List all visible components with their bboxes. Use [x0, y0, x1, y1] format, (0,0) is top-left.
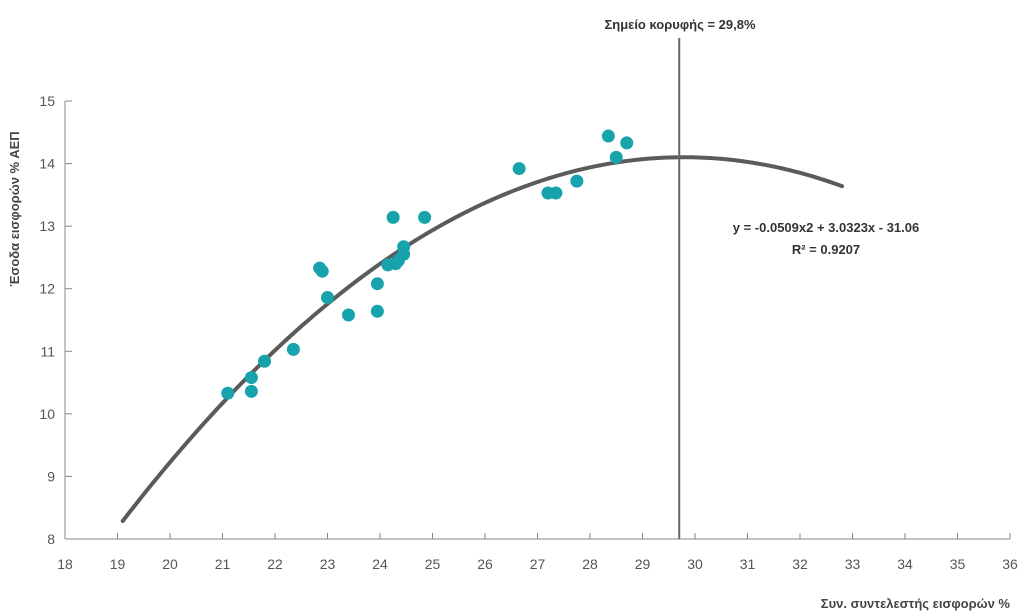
x-tick-label: 24 — [372, 556, 388, 572]
data-point — [321, 290, 334, 304]
y-tick-label: 13 — [39, 218, 55, 234]
data-point — [386, 210, 400, 224]
y-tick-label: 10 — [39, 406, 55, 422]
x-tick-label: 30 — [687, 556, 703, 572]
peak-label: Σημείο κορυφής = 29,8% — [604, 17, 756, 32]
data-point — [244, 384, 258, 398]
x-tick-label: 32 — [792, 556, 808, 572]
data-point — [370, 304, 384, 318]
data-point — [286, 342, 300, 356]
data-points — [221, 129, 634, 400]
data-point — [258, 354, 271, 368]
data-point — [512, 162, 526, 176]
data-point — [418, 210, 432, 224]
y-ticks: 8 9 10 11 12 13 14 15 — [39, 93, 72, 547]
data-point — [601, 129, 615, 143]
data-point — [370, 277, 384, 291]
x-tick-label: 19 — [110, 556, 126, 572]
data-point — [549, 186, 563, 200]
x-tick-label: 23 — [320, 556, 336, 572]
equation-label: y = -0.0509x2 + 3.0323x - 31.06 — [733, 220, 920, 235]
r-squared-label: R² = 0.9207 — [792, 242, 860, 257]
y-tick-label: 12 — [39, 281, 55, 297]
data-point — [570, 174, 584, 188]
trendline — [120, 155, 844, 523]
x-tick-label: 27 — [530, 556, 546, 572]
data-point — [315, 264, 329, 278]
y-tick-label: 8 — [47, 531, 55, 547]
x-tick-label: 36 — [1002, 556, 1018, 572]
x-tick-label: 21 — [215, 556, 231, 572]
data-point — [609, 150, 623, 164]
axes — [64, 101, 1010, 540]
data-point — [244, 371, 258, 385]
x-axis-title: Συν. συντελεστής εισφορών % — [821, 596, 1011, 611]
x-tick-label: 35 — [950, 556, 966, 572]
x-tick-label: 34 — [897, 556, 913, 572]
x-tick-label: 26 — [477, 556, 493, 572]
y-tick-label: 9 — [47, 468, 55, 484]
data-point — [620, 136, 634, 150]
x-tick-label: 20 — [162, 556, 178, 572]
y-tick-label: 14 — [39, 156, 55, 172]
y-tick-label: 15 — [39, 93, 55, 109]
data-point — [397, 240, 411, 254]
x-tick-label: 18 — [57, 556, 73, 572]
x-tick-label: 28 — [582, 556, 598, 572]
x-ticks: 18 19 20 21 22 23 24 25 26 27 28 29 30 31 32 33 34 35 36 — [57, 533, 1018, 572]
y-tick-label: 11 — [40, 343, 55, 359]
x-tick-label: 29 — [635, 556, 651, 572]
data-point — [342, 308, 355, 322]
y-axis-title: Έσοδα εισφορών % ΑΕΠ — [7, 131, 22, 286]
x-tick-label: 31 — [740, 556, 756, 572]
x-tick-label: 25 — [425, 556, 441, 572]
x-tick-label: 22 — [267, 556, 283, 572]
x-tick-label: 33 — [845, 556, 861, 572]
data-point — [221, 386, 235, 400]
